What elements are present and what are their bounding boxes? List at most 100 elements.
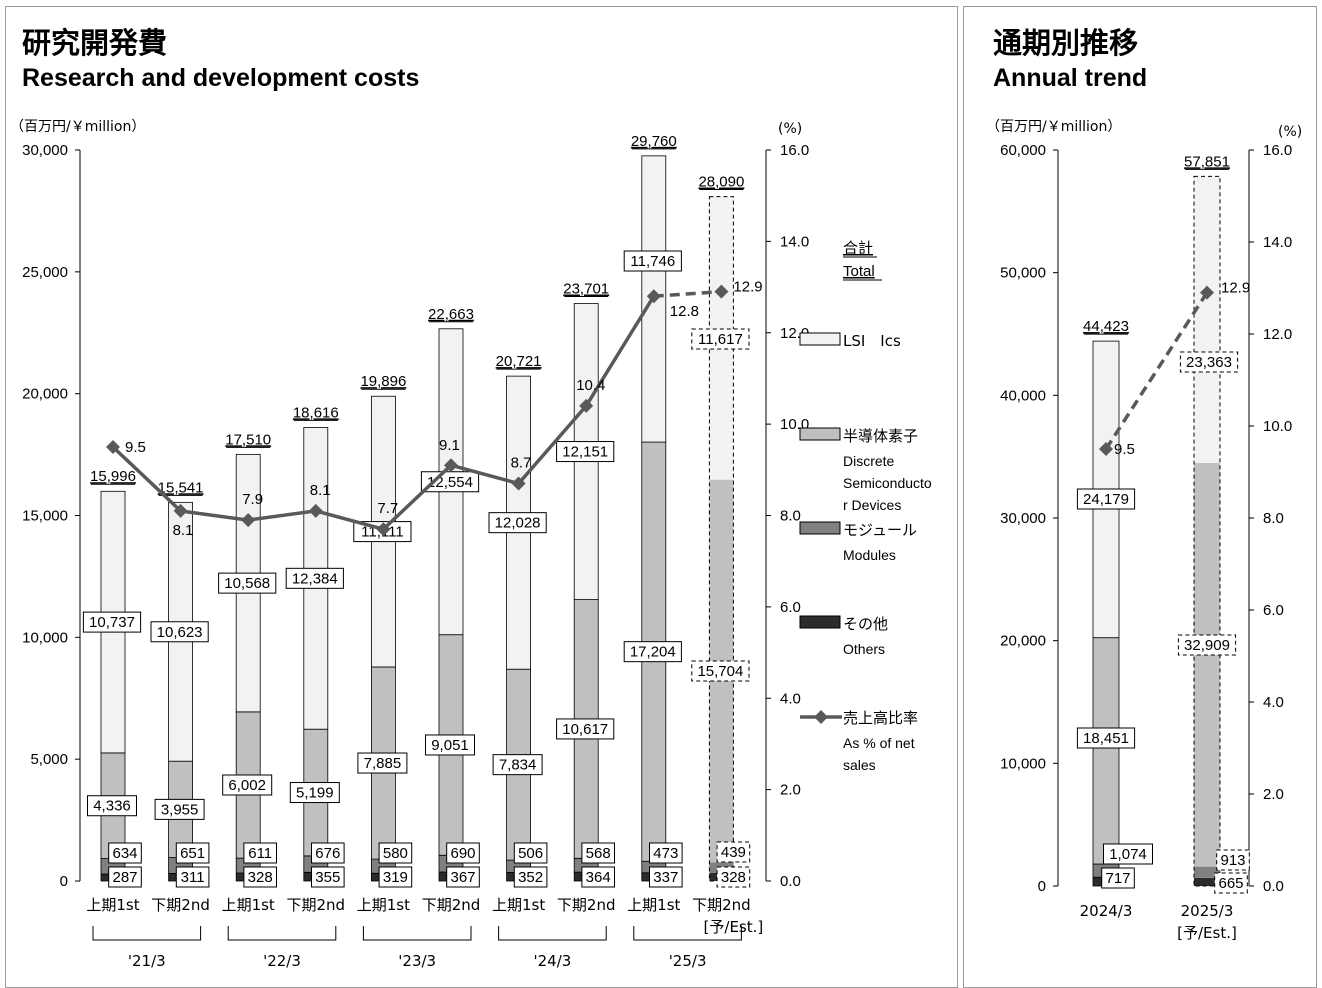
legend-sublabel: Others <box>843 641 885 657</box>
right-chart-panel <box>963 6 1317 988</box>
left-value-box <box>492 754 543 776</box>
left-ratio-label: 9.5 <box>125 439 146 456</box>
right-unit-right: (%) <box>1278 124 1303 140</box>
left-value-box <box>556 441 615 463</box>
left-value-label: 287 <box>112 869 137 886</box>
left-ratio-label: 7.7 <box>377 500 398 517</box>
left-y-tick-label: 10,000 <box>22 629 68 646</box>
right-ratio-label: 12.9 <box>1221 280 1250 297</box>
left-value-label: 10,737 <box>89 614 135 631</box>
left-y2-tick-label: 14.0 <box>780 233 809 250</box>
left-value-box <box>623 250 682 272</box>
left-title-jp: 研究開発費 <box>22 26 168 60</box>
left-value-label: 634 <box>112 845 137 862</box>
left-value-label: 337 <box>653 869 678 886</box>
right-category-label: 2024/3 <box>1080 902 1133 920</box>
left-group-label: '22/3 <box>263 952 301 970</box>
left-value-box <box>716 866 751 888</box>
left-value-label: 364 <box>586 869 611 886</box>
legend-label: モジュール <box>843 521 917 539</box>
left-value-label: 5,199 <box>296 785 334 802</box>
legend-swatch <box>799 615 841 629</box>
right-value-label: 32,909 <box>1184 637 1230 654</box>
left-category-label: 上期1st <box>627 896 680 914</box>
right-value-label: 717 <box>1105 870 1130 887</box>
right-estimate-note: [予/Est.] <box>1177 924 1237 942</box>
left-category-label: 上期1st <box>492 896 545 914</box>
left-total-label: 22,663 <box>428 306 474 323</box>
left-group-label: '25/3 <box>669 952 707 970</box>
left-category-label: 上期1st <box>222 896 275 914</box>
left-category-label: 下期2nd <box>287 896 346 914</box>
left-value-box <box>150 621 209 643</box>
legend-swatch <box>799 332 841 346</box>
left-y2-tick-label: 6.0 <box>780 599 801 616</box>
left-value-label: 676 <box>315 845 340 862</box>
left-total-label: 17,510 <box>225 431 271 448</box>
left-group-label: '24/3 <box>533 952 571 970</box>
left-value-label: 3,955 <box>161 801 199 818</box>
right-y-tick-label: 0 <box>1038 878 1046 895</box>
left-ratio-marker <box>714 284 729 299</box>
left-value-label: 311 <box>181 869 205 886</box>
legend-total-en: Total <box>843 263 875 280</box>
left-category-label: 上期1st <box>86 896 139 914</box>
left-ratio-label: 12.9 <box>733 279 762 296</box>
right-value-box <box>1076 727 1136 749</box>
left-total-label: 29,760 <box>631 133 677 150</box>
legend-swatch <box>799 521 841 535</box>
left-title-en: Research and development costs <box>22 64 420 92</box>
left-y2-tick-label: 8.0 <box>780 508 801 525</box>
right-value-label: 665 <box>1218 875 1243 892</box>
left-bar-estimate-outline <box>708 196 734 882</box>
right-bar-segment <box>1194 462 1220 867</box>
left-value-box <box>420 471 480 493</box>
left-ratio-marker <box>241 513 256 528</box>
right-value-box <box>1214 872 1248 894</box>
left-y-tick-label: 5,000 <box>30 751 68 768</box>
left-value-label: 690 <box>450 845 475 862</box>
left-value-box <box>446 866 480 888</box>
left-value-box <box>556 718 615 740</box>
left-value-box <box>108 842 142 864</box>
left-value-box <box>581 866 616 888</box>
left-ratio-marker <box>511 476 526 491</box>
left-value-box <box>289 782 340 804</box>
left-value-label: 611 <box>248 845 272 862</box>
left-value-label: 10,617 <box>562 721 608 738</box>
left-ratio-label: 8.1 <box>173 522 194 539</box>
left-value-box <box>649 866 683 888</box>
left-value-box <box>649 842 683 864</box>
left-value-box <box>357 752 408 774</box>
right-y2-tick-label: 14.0 <box>1263 234 1292 251</box>
left-total-label: 15,996 <box>90 468 136 485</box>
right-category-label: 2025/3 <box>1181 902 1234 920</box>
left-ratio-marker <box>173 503 188 518</box>
legend-label: 売上高比率 <box>843 709 918 727</box>
legend-swatch <box>799 427 841 441</box>
left-value-label: 439 <box>721 844 746 861</box>
left-value-label: 367 <box>450 869 475 886</box>
left-value-label: 352 <box>518 869 543 886</box>
right-value-label: 1,074 <box>1109 846 1147 863</box>
left-ratio-label: 10.4 <box>576 377 605 394</box>
right-unit-label: （百万円/￥million） <box>986 119 1122 135</box>
left-value-box <box>378 866 413 888</box>
left-group-label: '23/3 <box>398 952 436 970</box>
left-value-label: 4,336 <box>93 798 131 815</box>
legend-label: LSI Ics <box>843 332 901 350</box>
right-bar-segment <box>1194 176 1220 463</box>
left-group-label: '21/3 <box>128 952 166 970</box>
left-total-label: 28,090 <box>698 174 744 191</box>
legend-label: 半導体素子 <box>843 427 918 445</box>
right-y2-tick-label: 4.0 <box>1263 694 1284 711</box>
left-group-bracket <box>362 926 472 941</box>
left-ratio-marker <box>444 458 458 473</box>
right-value-box <box>1216 849 1250 871</box>
left-value-box <box>154 798 205 820</box>
left-value-box <box>175 866 210 888</box>
left-value-label: 15,704 <box>697 663 743 680</box>
left-unit-right: (%) <box>778 121 803 137</box>
left-category-label: 上期1st <box>357 896 410 914</box>
